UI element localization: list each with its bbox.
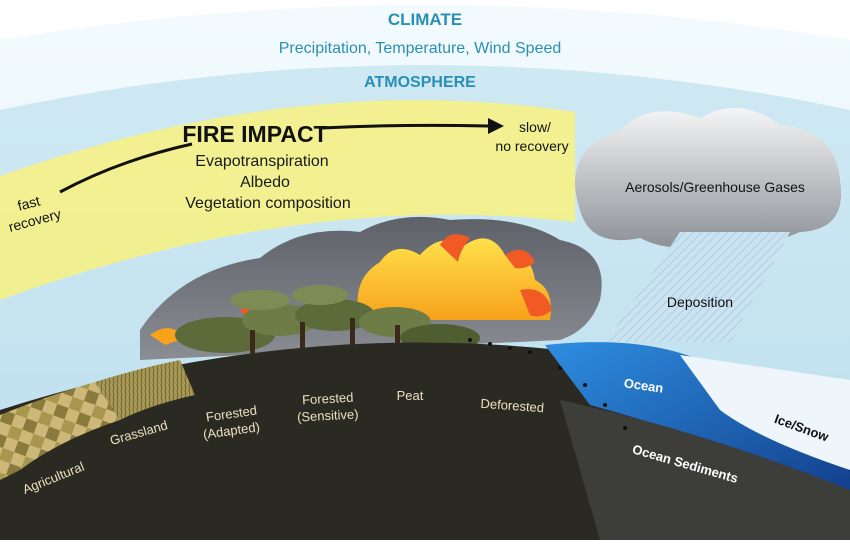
slow-recovery-label-2: no recovery (495, 138, 568, 154)
ocean-sediments-band (560, 400, 850, 540)
climate-subtitle: Precipitation, Temperature, Wind Speed (279, 40, 562, 57)
deposition-label: Deposition (667, 294, 733, 310)
aerosols-label: Aerosols/Greenhouse Gases (625, 179, 805, 195)
deposition-rain (606, 232, 790, 342)
particle-dots (468, 338, 627, 430)
fire-impact-arrow (59, 118, 504, 194)
grassland (95, 360, 195, 420)
land-label-forested-sensitive-1: Forested (302, 390, 354, 408)
atmosphere-title: ATMOSPHERE (364, 74, 476, 91)
agricultural-land (0, 382, 120, 480)
fire-impact-title: FIRE IMPACT (182, 121, 327, 147)
fire-impact-band (0, 100, 575, 300)
fire-factor-evapotranspiration: Evapotranspiration (195, 153, 328, 170)
ice-snow (680, 355, 850, 470)
land-label-peat: Peat (397, 388, 424, 403)
fire-factor-vegetation: Vegetation composition (185, 195, 350, 212)
land-label-forested-adapted-1: Forested (205, 403, 258, 425)
ocean-body (545, 342, 850, 500)
fast-recovery-label-1: fast (16, 192, 42, 213)
climate-title: CLIMATE (388, 10, 462, 29)
fire-factor-albedo: Albedo (240, 174, 290, 191)
ocean-label: Ocean (623, 375, 665, 395)
slow-recovery-label-1: slow/ (519, 119, 551, 135)
aerosol-cloud (575, 108, 842, 248)
land-label-deforested: Deforested (480, 396, 544, 415)
land-label-forested-sensitive-2: (Sensitive) (297, 406, 359, 424)
